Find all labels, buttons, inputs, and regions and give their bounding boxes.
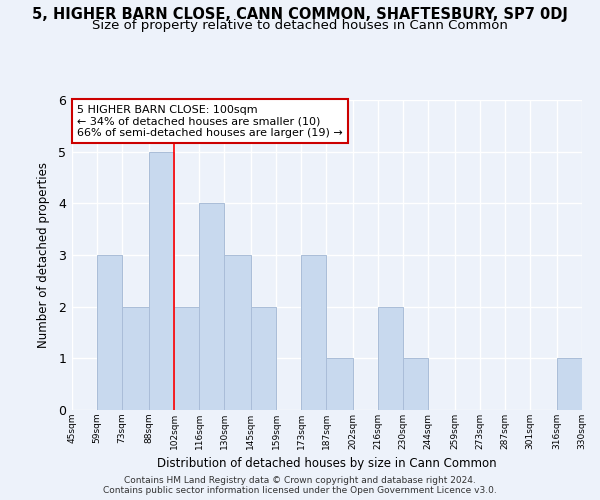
Text: Contains public sector information licensed under the Open Government Licence v3: Contains public sector information licen… (103, 486, 497, 495)
Bar (174, 306, 199, 410)
Bar (326, 358, 353, 410)
Bar (403, 358, 428, 410)
Text: Size of property relative to detached houses in Cann Common: Size of property relative to detached ho… (92, 19, 508, 32)
Y-axis label: Number of detached properties: Number of detached properties (37, 162, 50, 348)
Text: Contains HM Land Registry data © Crown copyright and database right 2024.: Contains HM Land Registry data © Crown c… (124, 476, 476, 485)
Bar (378, 306, 403, 410)
Bar (251, 306, 276, 410)
Bar (224, 255, 251, 410)
Bar (122, 306, 149, 410)
Bar (199, 204, 224, 410)
Text: 5, HIGHER BARN CLOSE, CANN COMMON, SHAFTESBURY, SP7 0DJ: 5, HIGHER BARN CLOSE, CANN COMMON, SHAFT… (32, 8, 568, 22)
Bar (301, 255, 326, 410)
Text: 5 HIGHER BARN CLOSE: 100sqm
← 34% of detached houses are smaller (10)
66% of sem: 5 HIGHER BARN CLOSE: 100sqm ← 34% of det… (77, 104, 343, 138)
X-axis label: Distribution of detached houses by size in Cann Common: Distribution of detached houses by size … (157, 458, 497, 470)
Bar (97, 255, 122, 410)
Bar (557, 358, 582, 410)
Bar (149, 152, 174, 410)
